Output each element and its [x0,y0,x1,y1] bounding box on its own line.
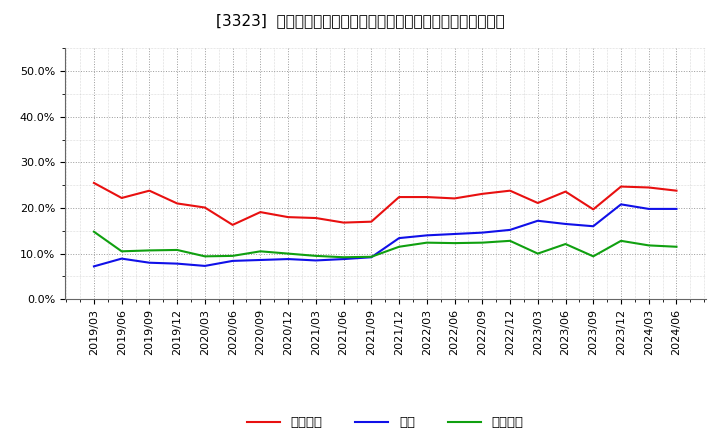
在庫 [145,260,154,265]
Line: 買入債務: 買入債務 [94,232,677,257]
買入債務 [450,241,459,246]
売上債権 [644,185,653,190]
在庫 [117,256,126,261]
買入債務 [534,251,542,256]
売上債権 [173,201,181,206]
買入債務 [561,242,570,247]
在庫 [339,257,348,262]
売上債権 [478,191,487,197]
売上債権 [201,205,210,210]
売上債権 [616,184,625,189]
買入債務 [616,238,625,243]
売上債権 [256,209,265,215]
売上債権 [145,188,154,193]
Line: 売上債権: 売上債権 [94,183,677,225]
Legend: 売上債権, 在庫, 買入債務: 売上債権, 在庫, 買入債務 [242,411,528,435]
在庫 [561,221,570,227]
買入債務 [672,244,681,249]
在庫 [478,230,487,235]
買入債務 [256,249,265,254]
在庫 [89,264,98,269]
買入債務 [201,254,210,259]
在庫 [201,263,210,268]
売上債権 [367,219,376,224]
在庫 [644,206,653,212]
売上債権 [395,194,403,200]
売上債権 [672,188,681,193]
売上債権 [117,195,126,201]
在庫 [672,206,681,212]
在庫 [395,235,403,241]
在庫 [423,233,431,238]
在庫 [256,257,265,263]
買入債務 [117,249,126,254]
Line: 在庫: 在庫 [94,204,677,266]
買入債務 [284,251,292,256]
売上債権 [423,194,431,200]
売上債権 [89,180,98,186]
買入債務 [228,253,237,259]
買入債務 [145,248,154,253]
売上債権 [505,188,514,193]
売上債権 [228,222,237,227]
売上債権 [589,207,598,212]
買入債務 [395,244,403,249]
買入債務 [644,243,653,248]
Text: [3323]  売上債権、在庫、買入債務の総資産に対する比率の推移: [3323] 売上債権、在庫、買入債務の総資産に対する比率の推移 [215,13,505,28]
売上債権 [450,196,459,201]
買入債務 [505,238,514,243]
在庫 [367,255,376,260]
買入債務 [173,247,181,253]
在庫 [284,257,292,262]
買入債務 [312,253,320,259]
買入債務 [89,229,98,235]
売上債権 [312,216,320,221]
売上債権 [339,220,348,225]
売上債権 [284,214,292,220]
在庫 [450,231,459,237]
買入債務 [423,240,431,245]
在庫 [173,261,181,266]
売上債権 [561,189,570,194]
在庫 [589,224,598,229]
在庫 [505,227,514,232]
買入債務 [478,240,487,245]
在庫 [312,258,320,263]
在庫 [228,258,237,264]
買入債務 [589,254,598,259]
在庫 [534,218,542,224]
買入債務 [367,254,376,260]
買入債務 [339,255,348,260]
売上債権 [534,200,542,205]
在庫 [616,202,625,207]
